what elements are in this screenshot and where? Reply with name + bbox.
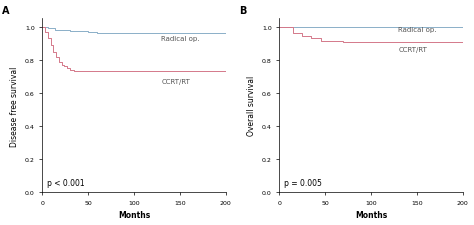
Text: Radical op.: Radical op. [399,27,437,33]
Text: p = 0.005: p = 0.005 [284,178,322,187]
Text: p < 0.001: p < 0.001 [47,178,84,187]
Text: Radical op.: Radical op. [162,36,200,42]
Y-axis label: Disease free survival: Disease free survival [10,66,19,146]
Text: A: A [2,6,9,16]
Text: B: B [239,6,246,16]
X-axis label: Months: Months [118,211,150,219]
Text: CCRT/RT: CCRT/RT [162,79,190,85]
X-axis label: Months: Months [355,211,387,219]
Text: CCRT/RT: CCRT/RT [399,47,427,53]
Y-axis label: Overall survival: Overall survival [247,76,256,136]
